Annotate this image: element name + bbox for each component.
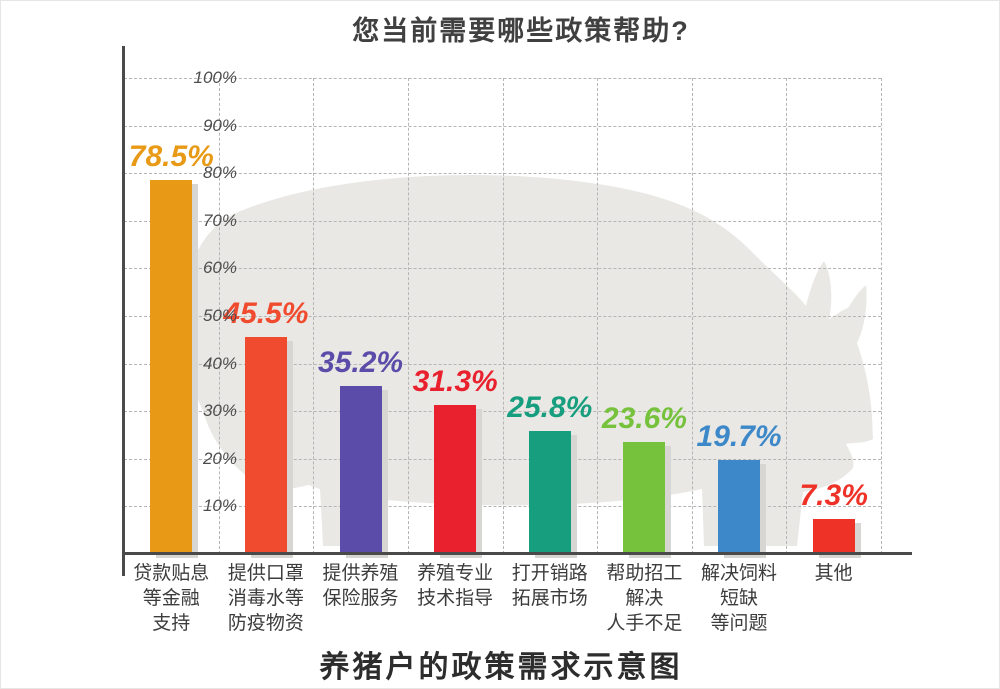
x-category-label-line: 帮助招工 bbox=[606, 563, 683, 584]
x-category-label: 提供养殖 保险服务 bbox=[313, 561, 408, 611]
x-category-label-line: 解决 bbox=[625, 588, 664, 609]
bar-1 bbox=[150, 180, 193, 554]
x-category-label-line: 贷款贴息 bbox=[133, 563, 210, 584]
v-gridline bbox=[407, 78, 409, 554]
x-category-label-line: 防疫物资 bbox=[227, 613, 304, 634]
bar-value-label: 31.3% bbox=[412, 365, 498, 399]
v-gridline bbox=[786, 78, 788, 554]
x-category-label: 帮助招工解决人手不足 bbox=[597, 561, 692, 636]
y-tick-label: 60% bbox=[202, 258, 237, 278]
y-tick-label: 40% bbox=[202, 353, 237, 373]
bar-4 bbox=[434, 405, 477, 554]
x-category-label-line: 养殖专业 bbox=[417, 563, 494, 584]
x-category-label-line: 等问题 bbox=[710, 613, 768, 634]
bar-7 bbox=[718, 460, 761, 554]
v-gridline bbox=[691, 78, 693, 554]
x-category-label-line: 提供口罩 bbox=[227, 563, 304, 584]
bar-2 bbox=[244, 337, 287, 554]
x-category-label-line: 等金融 bbox=[142, 588, 200, 609]
bar-3 bbox=[339, 386, 382, 554]
y-axis-line bbox=[122, 46, 125, 576]
plot-area: 78.5% 45.5% 35.2% 31.3% 25.8% 23.6% 19.7% 7.3% bbox=[124, 78, 882, 554]
bar-value-label: 45.5% bbox=[223, 297, 309, 331]
x-category-label-line: 人手不足 bbox=[606, 613, 683, 634]
v-gridline bbox=[502, 78, 504, 554]
x-axis-line bbox=[122, 552, 912, 555]
v-gridline bbox=[313, 78, 315, 554]
x-category-label-line: 拓展市场 bbox=[511, 588, 588, 609]
x-category-label-line: 其他 bbox=[814, 563, 853, 584]
bar-value-label: 35.2% bbox=[318, 346, 404, 380]
x-category-label: 打开销路 拓展市场 bbox=[503, 561, 598, 611]
x-category-label-line: 短缺 bbox=[720, 588, 759, 609]
y-tick-label: 90% bbox=[202, 115, 237, 135]
v-gridline bbox=[597, 78, 599, 554]
y-tick-label: 80% bbox=[202, 163, 237, 183]
bar-5 bbox=[528, 431, 571, 554]
x-category-label: 其他 bbox=[786, 561, 881, 586]
y-tick-label: 100% bbox=[193, 68, 237, 87]
y-tick-label: 70% bbox=[202, 210, 237, 230]
x-category-label-line: 解决饲料 bbox=[701, 563, 778, 584]
bar-6 bbox=[623, 441, 666, 554]
y-tick-label: 20% bbox=[202, 448, 237, 468]
x-category-label: 提供口罩消毒水等防疫物资 bbox=[219, 561, 314, 636]
v-gridline bbox=[218, 78, 220, 554]
x-category-label-line: 技术指导 bbox=[417, 588, 494, 609]
chart-footer-title: 养猪户的政策需求示意图 bbox=[319, 651, 683, 684]
chart-title: 您当前需要哪些政策帮助? bbox=[352, 16, 690, 46]
bar-8 bbox=[812, 519, 855, 554]
bar-value-label: 25.8% bbox=[507, 391, 593, 425]
bar-value-label: 7.3% bbox=[799, 479, 868, 513]
x-category-label-line: 提供养殖 bbox=[322, 563, 399, 584]
bar-value-label: 23.6% bbox=[601, 401, 687, 435]
x-category-label-line: 支持 bbox=[152, 613, 191, 634]
x-category-label: 解决饲料 短缺 等问题 bbox=[692, 561, 787, 636]
x-category-label-line: 打开销路 bbox=[511, 563, 588, 584]
x-category-label: 贷款贴息 等金融 支持 bbox=[124, 561, 219, 636]
bar-value-label: 78.5% bbox=[128, 140, 214, 174]
y-tick-label: 10% bbox=[202, 496, 237, 516]
x-category-label-line: 消毒水等 bbox=[227, 588, 304, 609]
y-tick-label: 50% bbox=[202, 306, 237, 325]
y-tick-label: 30% bbox=[202, 401, 237, 421]
x-category-label: 养殖专业 技术指导 bbox=[408, 561, 503, 611]
v-gridline bbox=[881, 78, 882, 554]
bar-value-label: 19.7% bbox=[696, 420, 782, 454]
x-category-label-line: 保险服务 bbox=[322, 588, 399, 609]
